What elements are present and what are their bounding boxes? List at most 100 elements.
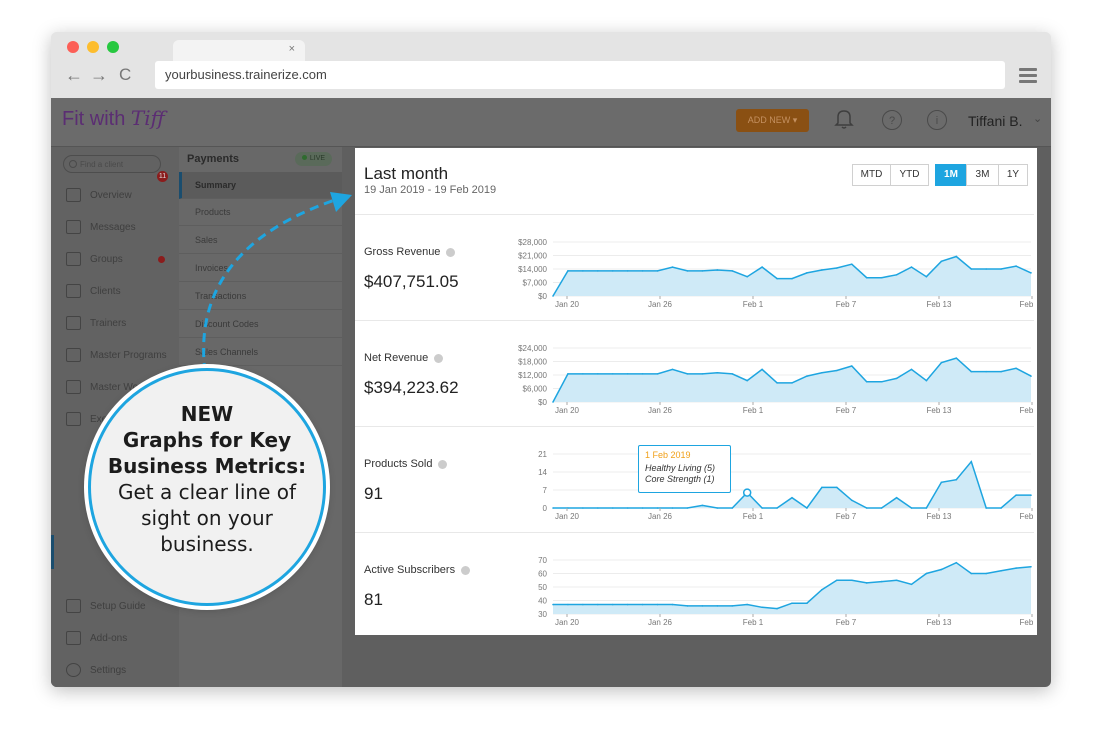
active-subscribers-chart[interactable]: 70 60 50 40 30 Jan 20 Jan 26 Feb 1 Feb 7 Feb 13 Fe…	[505, 552, 1035, 642]
data-point	[761, 266, 763, 268]
sidebar-item-messages[interactable]: Messages	[66, 220, 136, 236]
address-bar[interactable]: yourbusiness.trainerize.com	[155, 61, 1005, 89]
data-point	[552, 507, 554, 509]
data-point	[791, 382, 793, 384]
range-3m-button[interactable]: 3M	[966, 164, 999, 186]
back-arrow-icon[interactable]: ←	[65, 65, 83, 85]
range-1m-button[interactable]: 1M	[935, 164, 967, 186]
data-point	[1000, 570, 1002, 572]
feature-callout: NEW Graphs for Key Business Metrics: Get…	[88, 368, 326, 606]
data-point	[880, 276, 883, 279]
sidebar-item-label: Add-ons	[90, 633, 128, 644]
client-search-input[interactable]: Find a client	[63, 155, 161, 173]
data-point	[850, 365, 853, 367]
user-name[interactable]: Tiffani B.	[968, 113, 1023, 129]
range-mtd-button[interactable]: MTD	[852, 164, 891, 186]
net-revenue-label: Net Revenue	[364, 352, 444, 364]
data-point	[611, 373, 614, 375]
y-tick-label: $21,000	[518, 252, 547, 261]
sidebar-item-groups[interactable]: Groups	[66, 252, 123, 268]
data-point	[701, 504, 704, 507]
programs-icon	[66, 348, 81, 363]
products-sold-chart[interactable]: 21 14 7 0 Jan 20 Jan 26 Feb 1 Feb 7 Feb 13 Feb 19	[505, 446, 1035, 536]
sidebar-item-exercises[interactable]: Exe	[66, 412, 107, 428]
maximize-window-button[interactable]	[107, 41, 119, 53]
sidebar-item-overview[interactable]: Overview	[66, 188, 132, 204]
add-new-button[interactable]: ADD NEW ▾	[736, 109, 809, 132]
data-point	[836, 267, 838, 269]
help-icon[interactable]: ?	[882, 110, 902, 130]
subnav-item-transactions[interactable]: Transactions	[179, 283, 342, 310]
info-icon[interactable]	[434, 353, 444, 363]
series-area	[553, 358, 1031, 402]
minimize-window-button[interactable]	[87, 41, 99, 53]
data-point	[865, 380, 868, 383]
active-subscribers-label: Active Subscribers	[364, 564, 471, 576]
forward-arrow-icon[interactable]: →	[90, 65, 108, 85]
data-point	[582, 603, 584, 606]
x-tick-label: Feb 7	[836, 406, 857, 415]
sidebar-item-setup-guide[interactable]: Setup Guide	[66, 599, 146, 615]
x-tick-label: Feb 7	[836, 512, 857, 521]
y-tick-label: 40	[538, 597, 547, 606]
close-window-button[interactable]	[67, 41, 79, 53]
range-1y-button[interactable]: 1Y	[998, 164, 1028, 186]
bell-icon[interactable]	[834, 108, 854, 135]
y-tick-label: $28,000	[518, 238, 547, 247]
data-point	[1000, 507, 1002, 509]
groups-alert-dot	[158, 256, 165, 263]
chevron-down-icon[interactable]: ⌄	[1033, 113, 1043, 125]
reload-icon[interactable]: C	[119, 65, 132, 84]
clients-icon	[66, 284, 81, 299]
sidebar-item-label: Groups	[90, 254, 123, 265]
data-point	[776, 607, 778, 610]
sidebar-item-master-workouts[interactable]: Master Wor	[66, 380, 142, 396]
subnav-item-discount-codes[interactable]: Discount Codes	[179, 311, 342, 338]
y-tick-label: 70	[538, 556, 547, 565]
data-point	[925, 379, 928, 382]
data-point	[671, 368, 674, 371]
sidebar-item-label: Master Wor	[90, 382, 142, 393]
y-tick-label: $18,000	[518, 358, 547, 367]
data-point	[1030, 272, 1032, 274]
data-point	[925, 572, 928, 575]
data-point	[686, 373, 689, 375]
info-icon[interactable]	[461, 565, 471, 575]
subnav-item-invoices[interactable]: Invoices	[179, 255, 342, 282]
data-point	[626, 507, 629, 509]
subnav-item-sales[interactable]: Sales	[179, 227, 342, 254]
info-icon[interactable]: i	[927, 110, 947, 130]
messages-count-badge: 11	[157, 171, 168, 182]
data-point	[865, 582, 868, 584]
highlighted-point	[742, 488, 752, 497]
data-point	[985, 370, 987, 373]
subnav-item-summary[interactable]: Summary	[179, 172, 342, 199]
sidebar-item-master-programs[interactable]: Master Programs	[66, 348, 167, 364]
data-point	[716, 269, 719, 271]
sidebar-item-settings[interactable]: Settings	[66, 663, 126, 679]
data-point	[656, 603, 659, 606]
subnav-item-products[interactable]: Products	[179, 199, 342, 226]
info-icon[interactable]	[446, 247, 456, 257]
browser-tab[interactable]: ×	[173, 40, 305, 62]
data-point	[821, 588, 823, 591]
series-area	[553, 461, 1031, 508]
subnav-item-sales-channels[interactable]: Sales Channels	[179, 339, 342, 366]
sidebar-item-label: Clients	[90, 286, 121, 297]
sidebar-item-add-ons[interactable]: Add-ons	[66, 631, 127, 647]
browser-chrome: × ← → C yourbusiness.trainerize.com	[51, 32, 1051, 98]
data-point	[701, 605, 704, 607]
data-point	[880, 380, 883, 383]
data-point	[686, 270, 689, 272]
groups-icon	[66, 252, 81, 267]
sidebar-item-trainers[interactable]: Trainers	[66, 316, 126, 332]
info-icon[interactable]	[438, 459, 448, 469]
brand-logo[interactable]: Fit with Tiff	[62, 106, 165, 131]
net-revenue-chart[interactable]: $24,000 $18,000 $12,000 $6,000 $0 Jan 20 Jan 2…	[505, 340, 1035, 430]
gross-revenue-chart[interactable]: $28,000 $21,000 $14,000 $7,000 $0 Jan 20 Jan 2…	[505, 234, 1035, 324]
hamburger-menu-icon[interactable]	[1019, 68, 1037, 86]
tab-close-icon[interactable]: ×	[288, 43, 295, 55]
y-tick-label: 14	[538, 468, 547, 477]
sidebar-item-clients[interactable]: Clients	[66, 284, 121, 300]
range-ytd-button[interactable]: YTD	[890, 164, 929, 186]
